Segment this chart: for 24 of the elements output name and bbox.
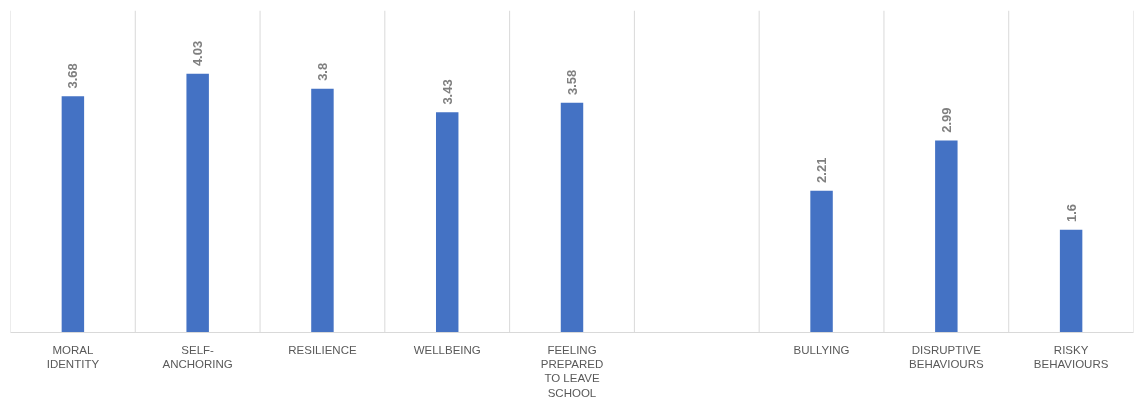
- x-tick-label: MORAL IDENTITY: [46, 343, 100, 370]
- x-tick-label: BULLYING: [793, 343, 850, 356]
- x-tick-label: WELLBEING: [413, 343, 481, 356]
- bar: [311, 88, 334, 333]
- bar: [61, 96, 85, 333]
- data-label: 4.03: [190, 40, 206, 67]
- data-label: 2.21: [814, 157, 830, 183]
- x-tick-label: RISKY BEHAVIOURS: [1033, 343, 1109, 370]
- bar: [810, 190, 833, 333]
- data-label: 3.58: [564, 69, 580, 95]
- x-tick-label: SELF- ANCHORING: [162, 343, 233, 370]
- data-label: 1.6: [1063, 203, 1079, 223]
- data-label: 3.68: [65, 63, 81, 89]
- bar: [1059, 229, 1083, 333]
- bar: [935, 140, 958, 333]
- x-tick-label: RESILIENCE: [288, 343, 357, 356]
- bar: [560, 102, 584, 333]
- data-label: 3.43: [439, 79, 455, 105]
- x-tick-label: FEELING PREPARED TO LEAVE SCHOOL: [540, 343, 604, 399]
- bar: [435, 112, 459, 333]
- data-label: 2.99: [938, 107, 954, 133]
- data-label: 3.8: [314, 62, 330, 81]
- bar: [186, 73, 209, 333]
- x-tick-label: DISRUPTIVE BEHAVIOURS: [909, 343, 984, 370]
